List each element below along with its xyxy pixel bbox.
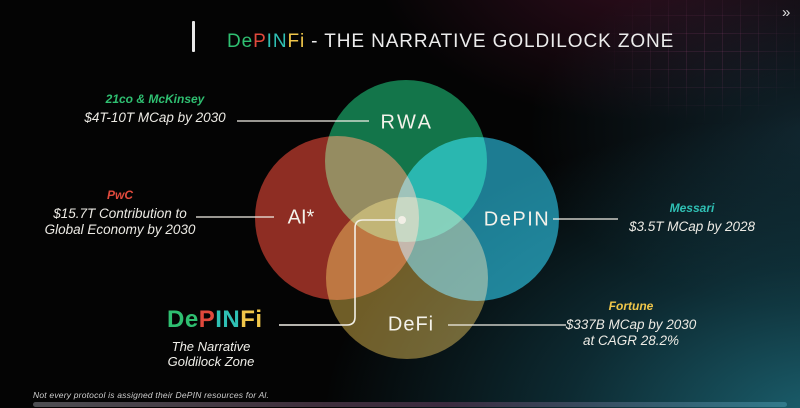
venn-label-defi: DeFi xyxy=(387,313,435,336)
annotation-rwa-value: $4T-10T MCap by 2030 xyxy=(84,109,226,125)
title-brand-p: P xyxy=(253,31,267,52)
title-brand-de: De xyxy=(227,31,254,52)
footnote: Not every protocol is assigned their DeP… xyxy=(33,390,270,400)
venn-label-depin: DePIN xyxy=(483,208,551,231)
goldilock-caption: The Narrative Goldilock Zone xyxy=(136,339,286,370)
goldilock-brand-fi: Fi xyxy=(240,306,263,333)
goldilock-callout-line xyxy=(279,219,397,326)
title-brand-in: IN xyxy=(266,31,288,52)
title-rest: - THE NARRATIVE GOLDILOCK ZONE xyxy=(311,31,675,52)
annotation-depin-value: $3.5T MCap by 2028 xyxy=(628,218,756,234)
annotation-ai-source: PwC xyxy=(106,188,133,202)
goldilock-brand: DePINFi xyxy=(167,306,263,334)
annotation-ai: PwC $15.7T Contribution to Global Econom… xyxy=(15,188,225,237)
venn-circle-defi xyxy=(326,197,488,359)
annotation-rwa: 21co & McKinsey $4T-10T MCap by 2030 xyxy=(55,92,255,126)
annotation-rwa-source: 21co & McKinsey xyxy=(105,92,205,106)
title-divider-bar xyxy=(192,21,195,52)
goldilock-brand-in: IN xyxy=(215,306,241,333)
page-title: DePINFi - THE NARRATIVE GOLDILOCK ZONE xyxy=(227,31,674,53)
goldilock-brand-p: P xyxy=(198,306,216,333)
goldilock-center-dot xyxy=(398,216,406,224)
goldilock-brand-de: De xyxy=(167,306,199,333)
goldilock-caption-line2: Goldilock Zone xyxy=(167,354,255,370)
annotation-depin: Messari $3.5T MCap by 2028 xyxy=(592,201,792,235)
venn-label-rwa: RWA xyxy=(380,111,434,134)
annotation-ai-value-line1: $15.7T Contribution to xyxy=(53,205,187,221)
expand-chevrons-icon[interactable]: » xyxy=(782,4,790,21)
annotation-defi-source: Fortune xyxy=(608,299,654,313)
title-brand-fi: Fi xyxy=(287,31,306,52)
annotation-defi-value-line2: at CAGR 28.2% xyxy=(582,332,680,348)
annotation-defi: Fortune $337B MCap by 2030 at CAGR 28.2% xyxy=(531,299,731,348)
annotation-defi-value-line1: $337B MCap by 2030 xyxy=(565,316,697,332)
annotation-ai-value-line2: Global Economy by 2030 xyxy=(44,221,196,237)
bottom-progress-bar xyxy=(33,402,787,407)
goldilock-caption-line1: The Narrative xyxy=(171,339,251,354)
venn-label-ai: AI* xyxy=(287,206,315,229)
annotation-depin-source: Messari xyxy=(669,201,715,215)
